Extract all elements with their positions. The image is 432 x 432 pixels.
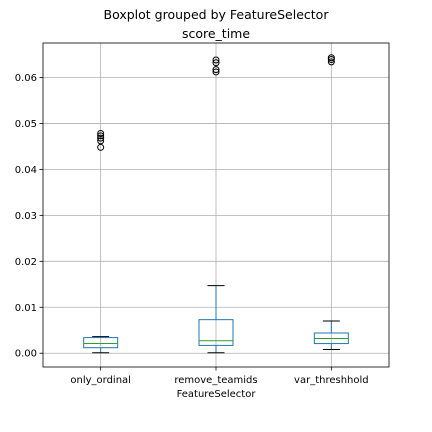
y-tick-label: 0.00 bbox=[15, 349, 37, 360]
box-var_threshhold bbox=[313, 54, 349, 351]
chart-suptitle: Boxplot grouped by FeatureSelector bbox=[104, 7, 330, 22]
x-tick-label: var_threshhold bbox=[294, 375, 369, 386]
flier-point bbox=[212, 56, 220, 64]
x-tick-label: only_ordinal bbox=[70, 375, 131, 386]
y-tick-label: 0.05 bbox=[15, 119, 37, 130]
grid-lines bbox=[43, 43, 389, 367]
flier-point bbox=[97, 132, 105, 140]
y-tick-label: 0.03 bbox=[15, 211, 37, 222]
box-only_ordinal bbox=[83, 130, 119, 354]
x-axis-label: FeatureSelector bbox=[177, 389, 257, 400]
y-tick-label: 0.06 bbox=[15, 73, 37, 84]
flier-point bbox=[97, 137, 105, 145]
flier-point bbox=[327, 54, 335, 62]
box-iqr bbox=[83, 337, 119, 349]
boxes-group bbox=[83, 54, 349, 354]
box-iqr bbox=[198, 319, 234, 346]
y-tick-label: 0.04 bbox=[15, 165, 37, 176]
flier-point bbox=[327, 56, 335, 64]
flier-point bbox=[212, 66, 220, 74]
flier-point bbox=[212, 59, 220, 67]
y-tick-label: 0.01 bbox=[15, 303, 37, 314]
flier-point bbox=[97, 134, 105, 142]
y-tick-label: 0.02 bbox=[15, 257, 37, 268]
chart-title: score_time bbox=[182, 26, 250, 41]
x-tick-label: remove_teamids bbox=[174, 375, 257, 386]
flier-point bbox=[97, 130, 105, 138]
flier-point bbox=[212, 68, 220, 76]
box-remove_teamids bbox=[198, 56, 234, 354]
x-axis: only_ordinal remove_teamids var_threshhold bbox=[70, 367, 369, 386]
flier-point bbox=[327, 58, 335, 66]
y-axis: 0.00 0.01 0.02 0.03 0.04 0.05 0.06 bbox=[15, 73, 43, 360]
